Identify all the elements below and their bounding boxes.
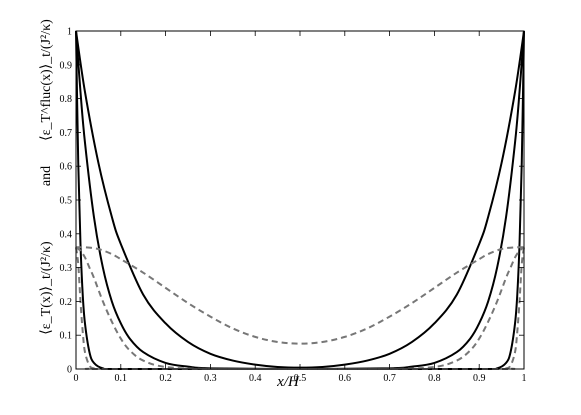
y-tick-label: 0.6: [60, 162, 73, 173]
y-tick-label: 0.1: [60, 331, 73, 342]
x-tick-label: 0.4: [249, 373, 262, 384]
plot-frame: [75, 30, 525, 370]
y-axis-label-bottom: ⟨ε_T(x)⟩_t/(J²/κ): [39, 241, 54, 335]
x-tick-label: 0.1: [115, 373, 128, 384]
y-tick-label: 0.3: [60, 263, 73, 274]
x-tick-label: 1: [522, 373, 527, 384]
curves: [75, 30, 525, 371]
solid-series-line-2: [75, 30, 525, 370]
y-tick-label: 0.7: [60, 128, 73, 139]
y-tick-label: 0.4: [60, 229, 73, 240]
y-axis-label-and: and: [39, 166, 54, 186]
y-axis-label-top: ⟨ε_T^fluc(x)⟩_t/(J²/κ): [39, 19, 54, 141]
y-tick-label: 0.5: [60, 196, 73, 207]
x-tick-label: 0.3: [204, 373, 217, 384]
x-tick-label: 0: [74, 373, 79, 384]
solid-series-line-1: [75, 30, 525, 369]
x-tick-label: 0.7: [383, 373, 396, 384]
x-axis-label: x/H: [276, 374, 300, 390]
x-tick-label: 0.8: [428, 373, 441, 384]
dashed-series-line-5: [75, 246, 525, 371]
y-tick-label: 1: [67, 27, 72, 38]
y-tick-label: 0.2: [60, 297, 73, 308]
axis-ticks: 0 0.1 0.2 0.3 0.4 0.5 0.6 0.7 0.8 0.9 1 0 0.1 0.2 0.3 0…: [60, 27, 527, 385]
solid-series-line-3: [75, 30, 525, 371]
x-tick-label: 0.2: [159, 373, 172, 384]
x-tick-label: 0.5: [294, 373, 307, 384]
dashed-series-line-6: [75, 247, 525, 371]
x-tick-label: 0.6: [339, 373, 352, 384]
y-tick-label: 0: [67, 365, 72, 376]
y-axis-label: ⟨ε_T(x)⟩_t/(J²/κ) and ⟨ε_T^fluc(x)⟩_t/(J…: [39, 19, 54, 335]
y-tick-label: 0.8: [60, 94, 73, 105]
y-tick-label: 0.9: [60, 60, 73, 71]
x-tick-label: 0.9: [473, 373, 486, 384]
